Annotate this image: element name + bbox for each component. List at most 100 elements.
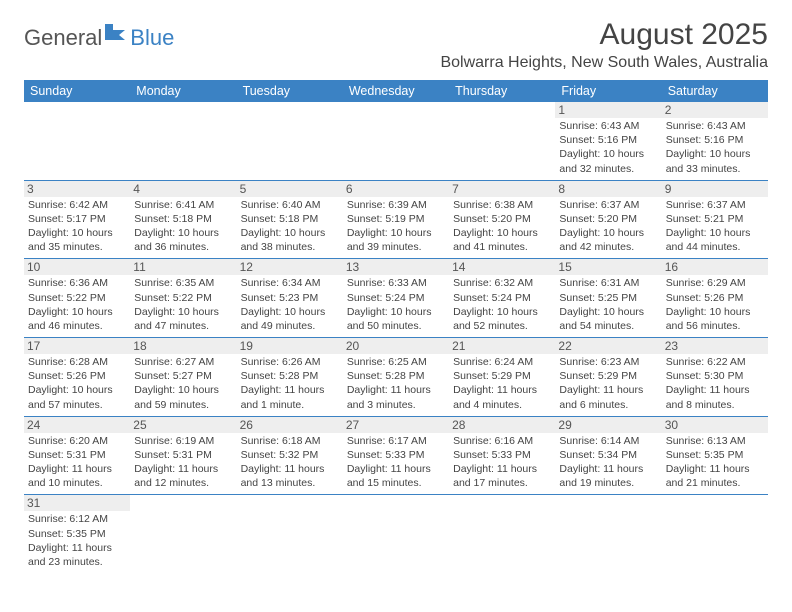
daylight-text: Daylight: 10 hours and 56 minutes. (666, 305, 764, 333)
sunset-text: Sunset: 5:19 PM (347, 212, 445, 226)
day-number: 20 (343, 338, 449, 354)
sunrise-text: Sunrise: 6:37 AM (666, 198, 764, 212)
sunrise-text: Sunrise: 6:18 AM (241, 434, 339, 448)
day-number: 18 (130, 338, 236, 354)
sunrise-text: Sunrise: 6:39 AM (347, 198, 445, 212)
col-thursday: Thursday (449, 80, 555, 102)
daylight-text: Daylight: 11 hours and 3 minutes. (347, 383, 445, 411)
title-block: August 2025 Bolwarra Heights, New South … (440, 18, 768, 78)
calendar-cell: 8Sunrise: 6:37 AMSunset: 5:20 PMDaylight… (555, 180, 661, 259)
day-details: Sunrise: 6:25 AMSunset: 5:28 PMDaylight:… (347, 355, 445, 412)
sunset-text: Sunset: 5:33 PM (347, 448, 445, 462)
logo: General Blue (24, 24, 174, 51)
calendar-cell: 5Sunrise: 6:40 AMSunset: 5:18 PMDaylight… (237, 180, 343, 259)
day-number: 12 (237, 259, 343, 275)
daylight-text: Daylight: 10 hours and 47 minutes. (134, 305, 232, 333)
calendar-row: 1Sunrise: 6:43 AMSunset: 5:16 PMDaylight… (24, 102, 768, 180)
sunrise-text: Sunrise: 6:33 AM (347, 276, 445, 290)
sunrise-text: Sunrise: 6:24 AM (453, 355, 551, 369)
sunrise-text: Sunrise: 6:28 AM (28, 355, 126, 369)
calendar-cell (343, 495, 449, 573)
daylight-text: Daylight: 10 hours and 32 minutes. (559, 147, 657, 175)
calendar-cell: 14Sunrise: 6:32 AMSunset: 5:24 PMDayligh… (449, 259, 555, 338)
day-number: 16 (662, 259, 768, 275)
calendar-cell (343, 102, 449, 180)
day-number: 25 (130, 417, 236, 433)
day-details: Sunrise: 6:24 AMSunset: 5:29 PMDaylight:… (453, 355, 551, 412)
col-saturday: Saturday (662, 80, 768, 102)
sunset-text: Sunset: 5:27 PM (134, 369, 232, 383)
calendar-cell (662, 495, 768, 573)
calendar-cell (555, 495, 661, 573)
calendar-cell (449, 102, 555, 180)
logo-word1: General (24, 25, 102, 51)
day-number: 28 (449, 417, 555, 433)
daylight-text: Daylight: 10 hours and 36 minutes. (134, 226, 232, 254)
day-details: Sunrise: 6:16 AMSunset: 5:33 PMDaylight:… (453, 434, 551, 491)
calendar-cell: 17Sunrise: 6:28 AMSunset: 5:26 PMDayligh… (24, 338, 130, 417)
daylight-text: Daylight: 10 hours and 33 minutes. (666, 147, 764, 175)
sunset-text: Sunset: 5:20 PM (453, 212, 551, 226)
day-details: Sunrise: 6:32 AMSunset: 5:24 PMDaylight:… (453, 276, 551, 333)
sunset-text: Sunset: 5:31 PM (28, 448, 126, 462)
calendar-cell: 7Sunrise: 6:38 AMSunset: 5:20 PMDaylight… (449, 180, 555, 259)
daylight-text: Daylight: 11 hours and 8 minutes. (666, 383, 764, 411)
day-number: 10 (24, 259, 130, 275)
day-details: Sunrise: 6:33 AMSunset: 5:24 PMDaylight:… (347, 276, 445, 333)
daylight-text: Daylight: 11 hours and 19 minutes. (559, 462, 657, 490)
sunset-text: Sunset: 5:30 PM (666, 369, 764, 383)
day-number: 17 (24, 338, 130, 354)
calendar-row: 31Sunrise: 6:12 AMSunset: 5:35 PMDayligh… (24, 495, 768, 573)
calendar-cell (130, 495, 236, 573)
sunrise-text: Sunrise: 6:16 AM (453, 434, 551, 448)
sunrise-text: Sunrise: 6:17 AM (347, 434, 445, 448)
sunset-text: Sunset: 5:26 PM (666, 291, 764, 305)
day-details: Sunrise: 6:18 AMSunset: 5:32 PMDaylight:… (241, 434, 339, 491)
sunset-text: Sunset: 5:25 PM (559, 291, 657, 305)
day-number: 11 (130, 259, 236, 275)
sunset-text: Sunset: 5:18 PM (134, 212, 232, 226)
sunrise-text: Sunrise: 6:38 AM (453, 198, 551, 212)
col-sunday: Sunday (24, 80, 130, 102)
daylight-text: Daylight: 10 hours and 38 minutes. (241, 226, 339, 254)
calendar-cell (24, 102, 130, 180)
day-details: Sunrise: 6:38 AMSunset: 5:20 PMDaylight:… (453, 198, 551, 255)
daylight-text: Daylight: 10 hours and 59 minutes. (134, 383, 232, 411)
calendar-row: 10Sunrise: 6:36 AMSunset: 5:22 PMDayligh… (24, 259, 768, 338)
day-number: 1 (555, 102, 661, 118)
calendar-cell (449, 495, 555, 573)
day-details: Sunrise: 6:34 AMSunset: 5:23 PMDaylight:… (241, 276, 339, 333)
day-details: Sunrise: 6:31 AMSunset: 5:25 PMDaylight:… (559, 276, 657, 333)
calendar-cell (130, 102, 236, 180)
day-details: Sunrise: 6:14 AMSunset: 5:34 PMDaylight:… (559, 434, 657, 491)
sunset-text: Sunset: 5:17 PM (28, 212, 126, 226)
sunset-text: Sunset: 5:24 PM (453, 291, 551, 305)
day-details: Sunrise: 6:41 AMSunset: 5:18 PMDaylight:… (134, 198, 232, 255)
day-details: Sunrise: 6:13 AMSunset: 5:35 PMDaylight:… (666, 434, 764, 491)
daylight-text: Daylight: 11 hours and 21 minutes. (666, 462, 764, 490)
day-number: 29 (555, 417, 661, 433)
calendar-row: 24Sunrise: 6:20 AMSunset: 5:31 PMDayligh… (24, 416, 768, 495)
day-number: 24 (24, 417, 130, 433)
day-details: Sunrise: 6:36 AMSunset: 5:22 PMDaylight:… (28, 276, 126, 333)
calendar-cell: 13Sunrise: 6:33 AMSunset: 5:24 PMDayligh… (343, 259, 449, 338)
day-details: Sunrise: 6:43 AMSunset: 5:16 PMDaylight:… (559, 119, 657, 176)
day-number: 30 (662, 417, 768, 433)
sunset-text: Sunset: 5:35 PM (666, 448, 764, 462)
col-monday: Monday (130, 80, 236, 102)
day-details: Sunrise: 6:12 AMSunset: 5:35 PMDaylight:… (28, 512, 126, 569)
calendar-cell: 15Sunrise: 6:31 AMSunset: 5:25 PMDayligh… (555, 259, 661, 338)
day-number: 5 (237, 181, 343, 197)
sunset-text: Sunset: 5:35 PM (28, 527, 126, 541)
daylight-text: Daylight: 10 hours and 54 minutes. (559, 305, 657, 333)
sunset-text: Sunset: 5:33 PM (453, 448, 551, 462)
sunset-text: Sunset: 5:29 PM (453, 369, 551, 383)
sunset-text: Sunset: 5:23 PM (241, 291, 339, 305)
sunrise-text: Sunrise: 6:43 AM (666, 119, 764, 133)
col-wednesday: Wednesday (343, 80, 449, 102)
day-number: 19 (237, 338, 343, 354)
day-number: 15 (555, 259, 661, 275)
calendar-cell: 1Sunrise: 6:43 AMSunset: 5:16 PMDaylight… (555, 102, 661, 180)
calendar-cell: 29Sunrise: 6:14 AMSunset: 5:34 PMDayligh… (555, 416, 661, 495)
sunrise-text: Sunrise: 6:13 AM (666, 434, 764, 448)
